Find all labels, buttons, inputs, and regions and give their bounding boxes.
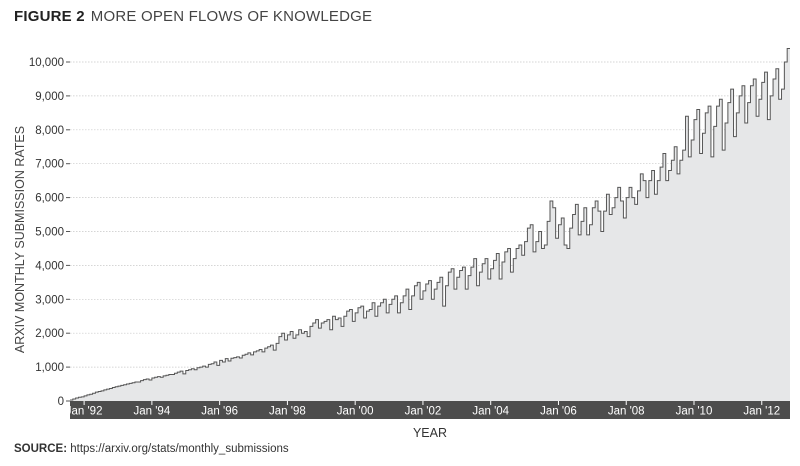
y-tick-label: 4,000: [35, 260, 64, 272]
x-tick-label: Jan '94: [134, 406, 171, 418]
x-axis-band: [70, 401, 790, 419]
x-tick-label: Jan '12: [743, 406, 780, 418]
y-tick-label: 2,000: [35, 328, 64, 340]
y-axis-label: ARXIV MONTHLY SUBMISSION RATES: [13, 126, 27, 353]
y-tick-label: 0: [58, 396, 64, 408]
source-note: SOURCE: https://arxiv.org/stats/monthly_…: [14, 443, 289, 455]
x-tick-label: Jan '98: [269, 406, 306, 418]
x-tick-label: Jan '08: [608, 406, 645, 418]
y-tick-label: 5,000: [35, 227, 64, 239]
y-tick-label: 3,000: [35, 294, 64, 306]
y-tick-label: 9,000: [35, 91, 64, 103]
x-tick-label: Jan '92: [66, 406, 103, 418]
x-tick-label: Jan '00: [337, 406, 374, 418]
submissions-line: [70, 47, 790, 401]
y-tick-label: 8,000: [35, 125, 64, 137]
x-axis-label: YEAR: [413, 426, 447, 440]
y-tick-label: 7,000: [35, 159, 64, 171]
figure-subtitle: MORE OPEN FLOWS OF KNOWLEDGE: [90, 8, 373, 25]
y-tick-label: 10,000: [29, 57, 64, 69]
x-tick-label: Jan '96: [201, 406, 238, 418]
figure-label: FIGURE 2: [14, 8, 85, 25]
submissions-area: [70, 48, 790, 401]
x-tick-label: Jan '10: [676, 406, 713, 418]
y-axis-ticks: 0 1,000 2,000 3,000 4,000 5,000 6,000 7,000 8,00…: [29, 57, 70, 408]
x-tick-label: Jan '06: [540, 406, 577, 418]
y-tick-label: 6,000: [35, 193, 64, 205]
x-axis-ticks: Jan '92 Jan '94 Jan '96 Jan '98 Jan '00 Jan '…: [66, 401, 780, 418]
x-tick-label: Jan '02: [405, 406, 442, 418]
source-url: https://arxiv.org/stats/monthly_submissi…: [70, 443, 289, 455]
x-tick-label: Jan '04: [472, 406, 509, 418]
y-tick-label: 1,000: [35, 362, 64, 374]
source-label: SOURCE:: [14, 443, 68, 455]
figure-title: FIGURE 2 MORE OPEN FLOWS OF KNOWLEDGE: [14, 8, 372, 25]
